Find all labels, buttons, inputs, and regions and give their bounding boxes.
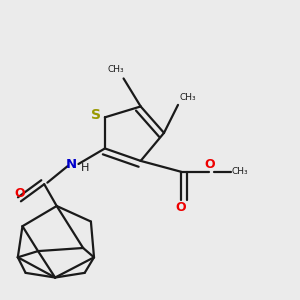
Text: O: O <box>176 201 186 214</box>
Text: CH₃: CH₃ <box>232 167 248 176</box>
Text: O: O <box>14 187 25 200</box>
Text: N: N <box>66 158 77 171</box>
Text: CH₃: CH₃ <box>179 93 196 102</box>
Text: H: H <box>80 163 89 173</box>
Text: O: O <box>204 158 215 171</box>
Text: S: S <box>91 108 101 122</box>
Text: CH₃: CH₃ <box>107 65 124 74</box>
